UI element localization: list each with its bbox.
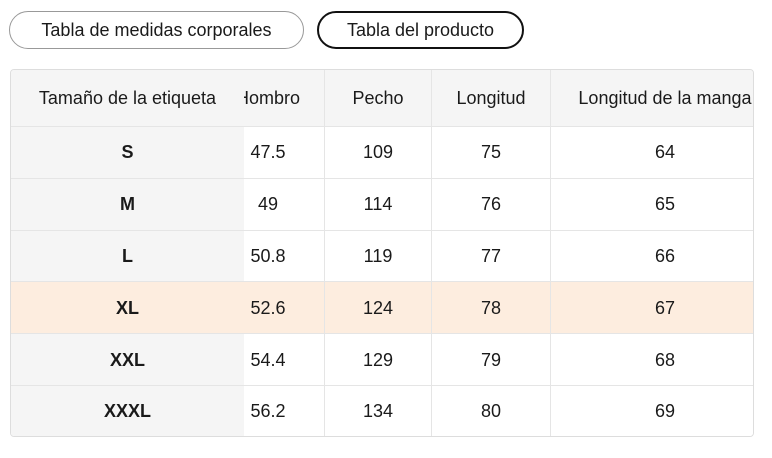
table-cell: 64 (654, 142, 676, 163)
row-label: XXL (109, 349, 145, 370)
table-cell: 69 (654, 401, 676, 422)
col-line (324, 70, 325, 436)
table-cell: 68 (654, 349, 676, 370)
sticky-bg (11, 230, 244, 283)
row-label: M (120, 194, 135, 215)
sticky-header-bg (11, 70, 244, 127)
header-cell: Longitud de la manga (578, 88, 752, 108)
sticky-bg (11, 334, 244, 386)
sticky-bg (11, 178, 244, 231)
table-cell: 65 (654, 194, 676, 215)
table-cell: 56.2 (250, 401, 286, 422)
tab-body-measurements[interactable]: Tabla de medidas corporales (9, 11, 304, 49)
table-cell: 75 (480, 142, 502, 163)
table-cell: 47.5 (250, 142, 286, 163)
table-cell: 50.8 (250, 245, 286, 266)
size-table: Hombro Pecho Longitud Longitud de la manga 4… (10, 69, 754, 437)
row-label: L (122, 245, 133, 266)
sticky-bg (11, 127, 244, 179)
sticky-bg (11, 282, 244, 335)
table-cell: 109 (362, 142, 394, 163)
row-label: XXXL (103, 401, 151, 422)
header-cell: Pecho (352, 88, 404, 108)
table-cell: 76 (480, 194, 502, 215)
table-cell: 77 (480, 245, 502, 266)
row-label: S (121, 142, 134, 163)
col-line (550, 70, 551, 436)
tab-product[interactable]: Tabla del producto (317, 11, 524, 49)
sticky-bg (11, 386, 244, 436)
table-cell: 49 (257, 194, 279, 215)
table-cell: 54.4 (250, 349, 286, 370)
col-line (431, 70, 432, 436)
table-cell: 52.6 (250, 297, 286, 318)
table-cell: 129 (362, 349, 394, 370)
table-cell: 67 (654, 297, 676, 318)
table-cell: 124 (362, 297, 394, 318)
table-cell: 119 (363, 245, 393, 266)
row-label: XL (115, 297, 139, 318)
table-cell: 114 (363, 194, 393, 215)
table-cell: 134 (362, 401, 394, 422)
header-cell: Hombro (235, 88, 301, 108)
header-cell: Longitud (456, 88, 526, 108)
table-cell: 80 (480, 401, 502, 422)
table-cell: 78 (480, 297, 502, 318)
header-cell: Tamaño de la etiqueta (38, 88, 217, 108)
table-cell: 66 (654, 245, 676, 266)
table-cell: 79 (480, 349, 502, 370)
